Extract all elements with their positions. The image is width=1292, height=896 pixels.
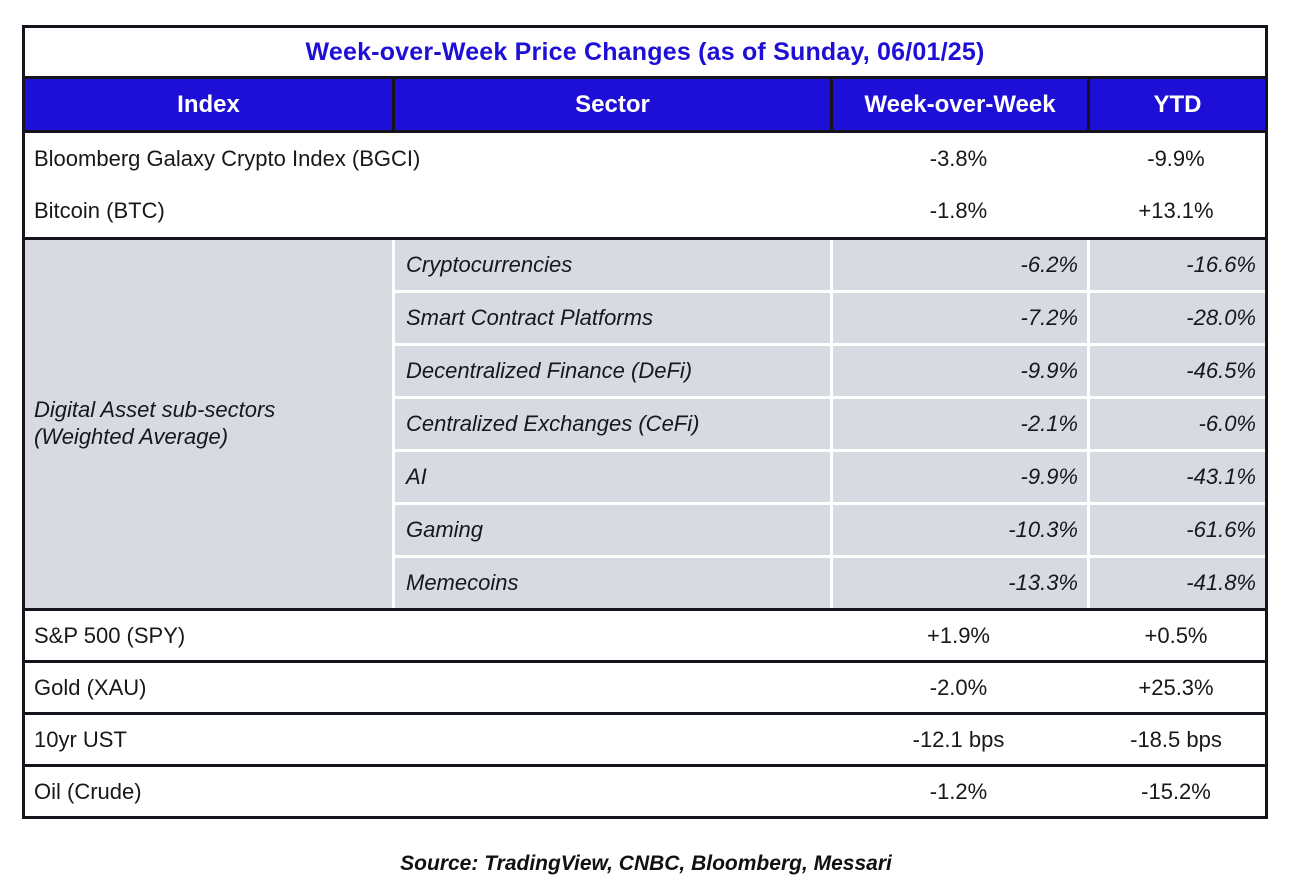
ytd-value: -41.8% xyxy=(1087,558,1265,608)
source-footer: Source: TradingView, CNBC, Bloomberg, Me… xyxy=(0,852,1292,876)
ytd-value: -18.5 bps xyxy=(1130,726,1222,752)
table-row-bgci: Bloomberg Galaxy Crypto Index (BGCI) -3.… xyxy=(25,133,1265,185)
table-row-sp500: S&P 500 (SPY) +1.9% +0.5% xyxy=(25,611,1265,663)
sector-label: AI xyxy=(392,452,830,505)
index-label: S&P 500 (SPY) xyxy=(34,622,186,648)
subsector-group-label: Digital Asset sub-sectors (Weighted Aver… xyxy=(25,240,392,608)
ytd-value: -61.6% xyxy=(1087,505,1265,558)
sector-label: Decentralized Finance (DeFi) xyxy=(392,346,830,399)
wow-value: -2.0% xyxy=(929,674,988,700)
price-change-table: Week-over-Week Price Changes (as of Sund… xyxy=(22,25,1268,819)
sector-label: Centralized Exchanges (CeFi) xyxy=(392,399,830,452)
sector-label: Cryptocurrencies xyxy=(392,240,830,293)
sector-label: Smart Contract Platforms xyxy=(392,293,830,346)
column-header-week-over-week: Week-over-Week xyxy=(830,79,1087,130)
column-header-index: Index xyxy=(177,90,240,118)
column-header-sector: Sector xyxy=(392,79,830,130)
table-row-bitcoin: Bitcoin (BTC) -1.8% +13.1% xyxy=(25,185,1265,237)
wow-value: -10.3% xyxy=(830,505,1087,558)
index-label: Gold (XAU) xyxy=(34,674,147,700)
sector-label: Gaming xyxy=(392,505,830,558)
wow-value: -12.1 bps xyxy=(912,726,1005,752)
index-label: Bitcoin (BTC) xyxy=(34,198,165,223)
ytd-value: -43.1% xyxy=(1087,452,1265,505)
wow-value: -3.8% xyxy=(929,146,988,171)
wow-value: -9.9% xyxy=(830,346,1087,399)
table-title-row: Week-over-Week Price Changes (as of Sund… xyxy=(25,28,1265,79)
ytd-value: -28.0% xyxy=(1087,293,1265,346)
ytd-value: +25.3% xyxy=(1138,674,1214,700)
wow-value: -13.3% xyxy=(830,558,1087,608)
index-label: Bloomberg Galaxy Crypto Index (BGCI) xyxy=(34,146,421,171)
digital-asset-subsector-group: Digital Asset sub-sectors (Weighted Aver… xyxy=(25,237,1265,611)
ytd-value: -9.9% xyxy=(1147,146,1205,171)
table-row-oil: Oil (Crude) -1.2% -15.2% xyxy=(25,767,1265,816)
column-header-ytd: YTD xyxy=(1087,79,1265,130)
subsector-group-label-line1: Digital Asset sub-sectors xyxy=(34,397,276,423)
sector-label: Memecoins xyxy=(392,558,830,608)
index-label: 10yr UST xyxy=(34,726,127,752)
wow-value: -7.2% xyxy=(830,293,1087,346)
ytd-value: +0.5% xyxy=(1144,622,1208,648)
ytd-value: -16.6% xyxy=(1087,240,1265,293)
ytd-value: +13.1% xyxy=(1138,198,1214,223)
source-text: Source: TradingView, CNBC, Bloomberg, Me… xyxy=(400,852,892,875)
wow-value: -9.9% xyxy=(830,452,1087,505)
ytd-value: -46.5% xyxy=(1087,346,1265,399)
index-label: Oil (Crude) xyxy=(34,778,142,804)
wow-value: -2.1% xyxy=(830,399,1087,452)
subsector-group-label-line2: (Weighted Average) xyxy=(34,424,229,449)
index-rows-bottom: S&P 500 (SPY) +1.9% +0.5% Gold (XAU) -2.… xyxy=(25,611,1265,816)
index-rows-top: Bloomberg Galaxy Crypto Index (BGCI) -3.… xyxy=(25,133,1265,237)
table-row-10yr-ust: 10yr UST -12.1 bps -18.5 bps xyxy=(25,715,1265,767)
wow-value: +1.9% xyxy=(927,622,990,648)
table-row-gold: Gold (XAU) -2.0% +25.3% xyxy=(25,663,1265,715)
wow-value: -6.2% xyxy=(830,240,1087,293)
wow-value: -1.8% xyxy=(929,198,988,223)
table-title: Week-over-Week Price Changes (as of Sund… xyxy=(305,37,985,66)
ytd-value: -15.2% xyxy=(1141,778,1211,804)
wow-value: -1.2% xyxy=(929,778,988,804)
table-header-row: Index Sector Week-over-Week YTD xyxy=(25,79,1265,133)
ytd-value: -6.0% xyxy=(1087,399,1265,452)
